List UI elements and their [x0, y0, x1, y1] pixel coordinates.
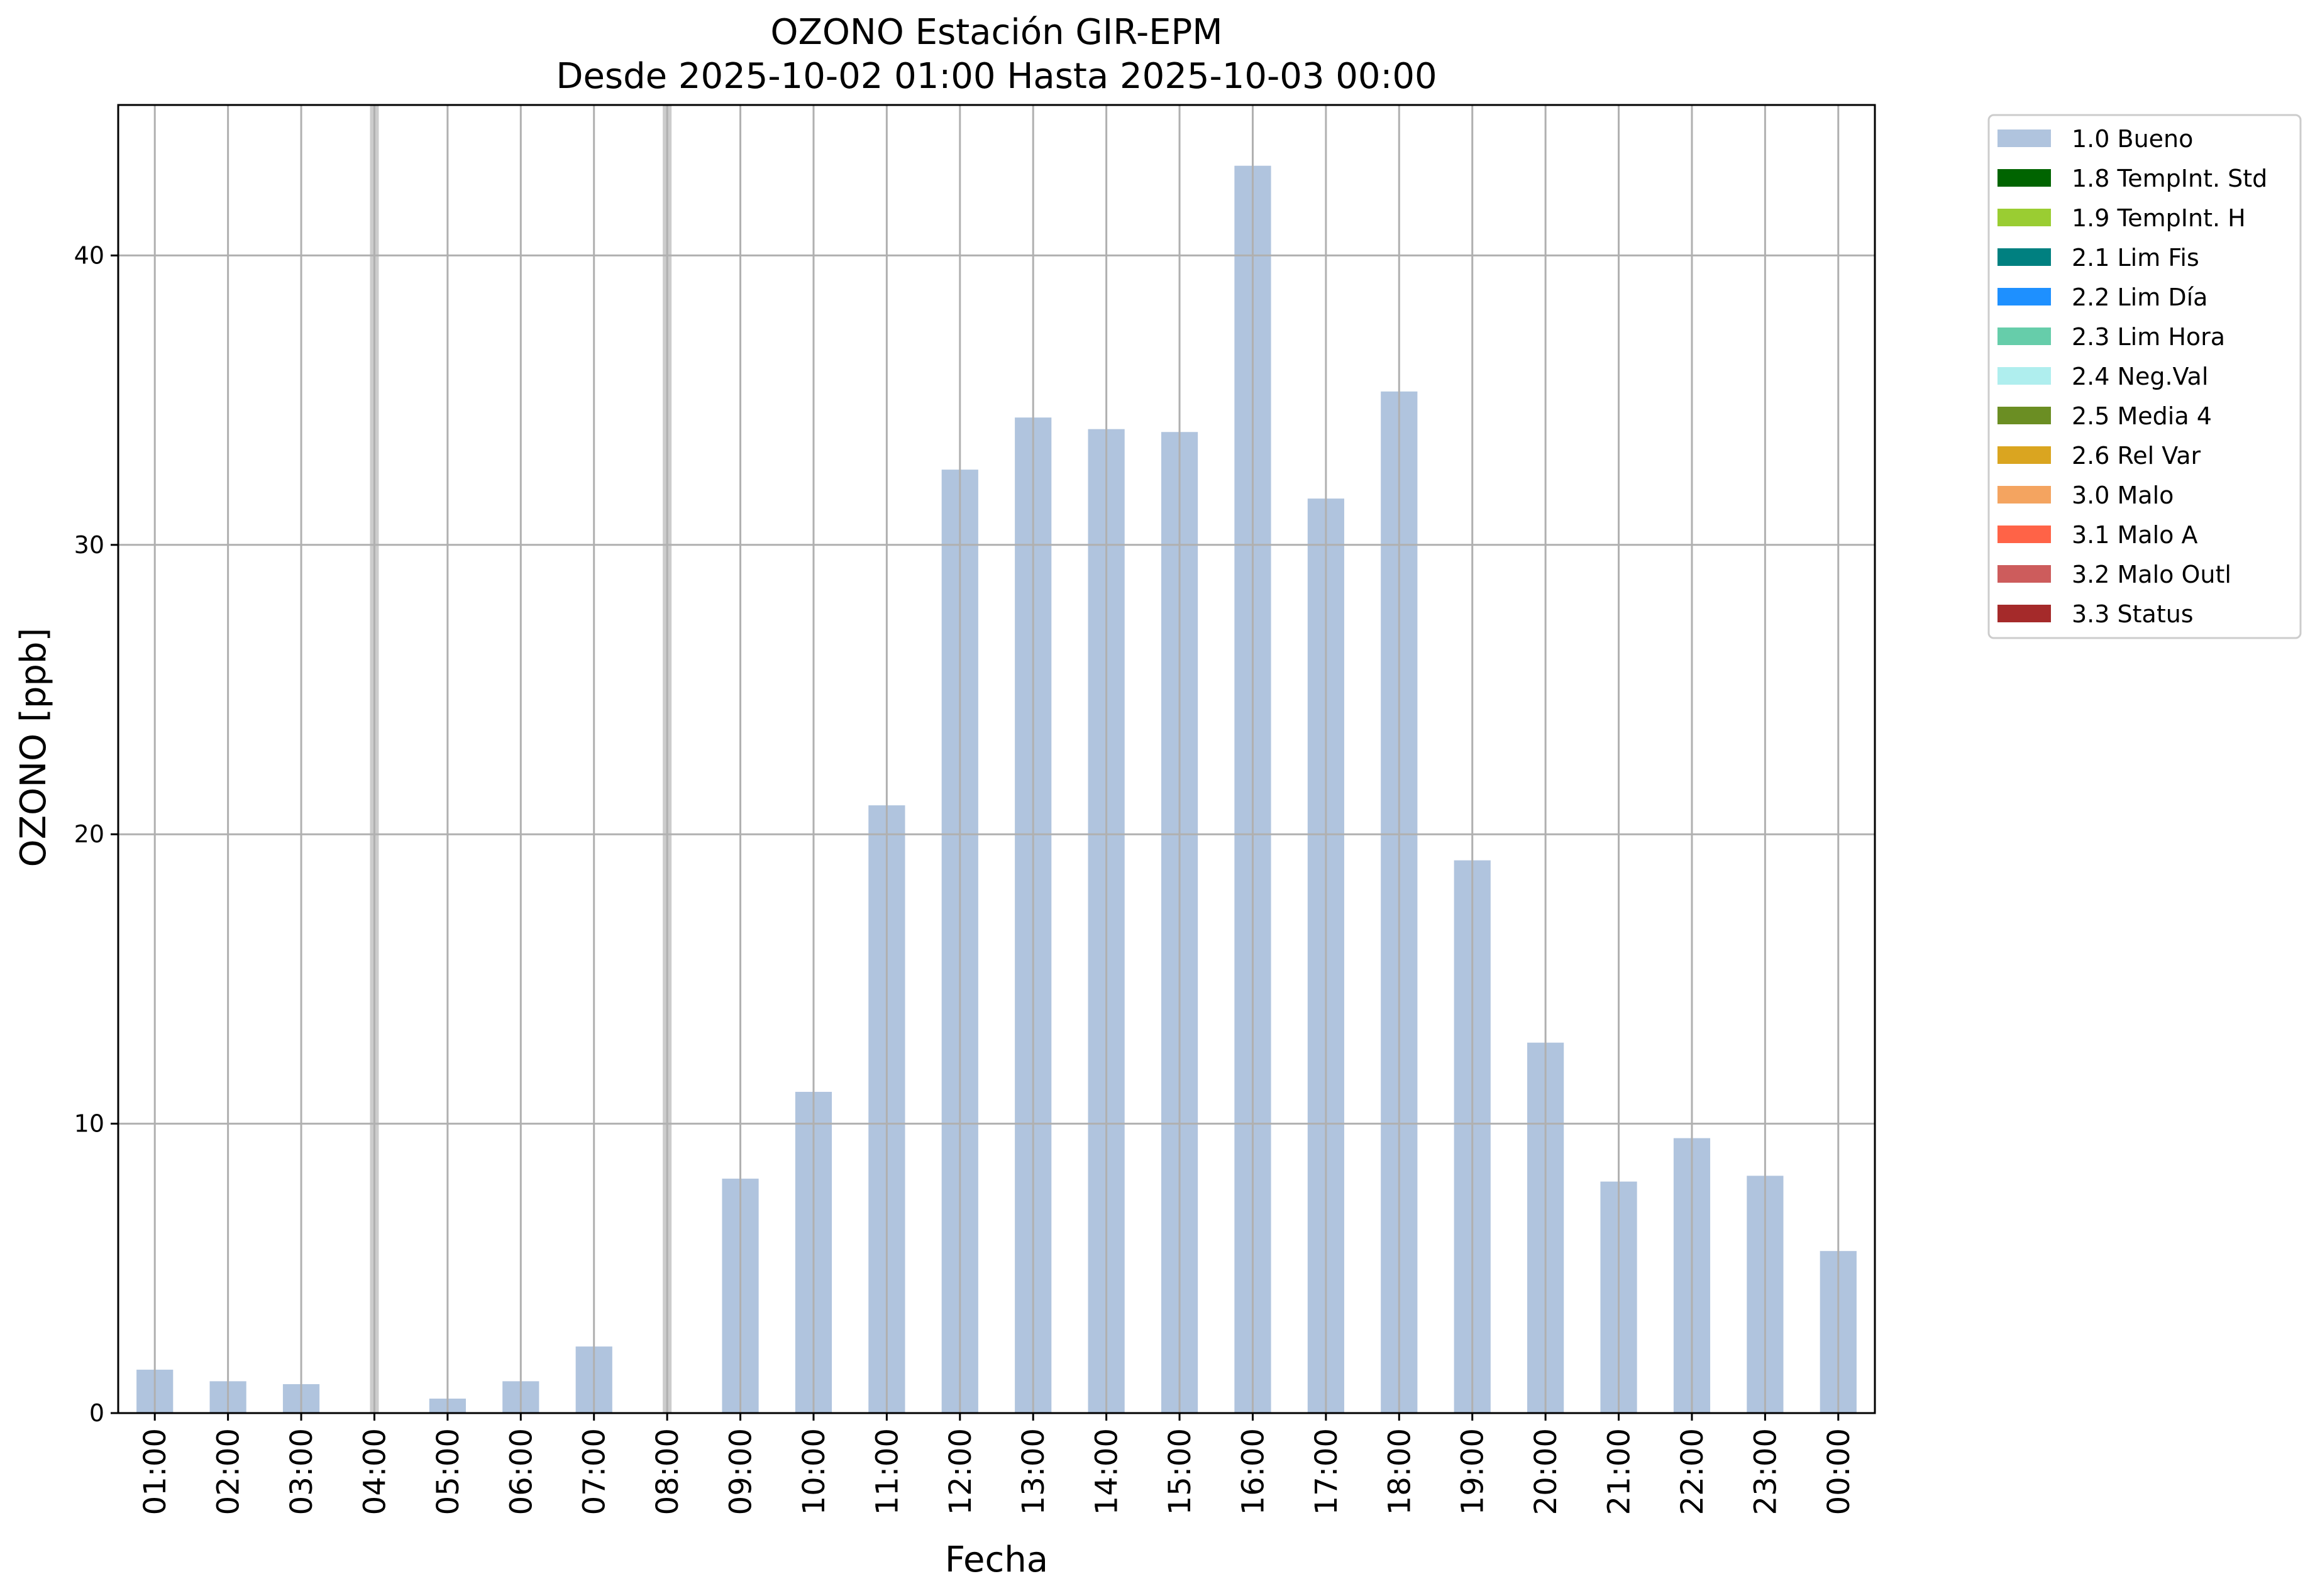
legend-frame: [1987, 114, 2302, 639]
x-tick-label: 22:00: [1675, 1428, 1710, 1515]
x-tick-label: 12:00: [943, 1428, 978, 1515]
legend-swatch: [1997, 407, 2051, 424]
x-tick-label: 14:00: [1090, 1428, 1125, 1515]
legend-label: 3.2 Malo Outl: [2072, 561, 2231, 588]
y-tick-label: 40: [74, 241, 104, 269]
legend-swatch: [1997, 209, 2051, 226]
legend-swatch: [1997, 526, 2051, 543]
y-tick-label: 0: [89, 1399, 104, 1427]
legend-label: 2.2 Lim Día: [2072, 283, 2207, 311]
x-tick-label: 07:00: [577, 1428, 612, 1515]
x-tick-label: 13:00: [1016, 1428, 1051, 1515]
legend: 1.0 Bueno 1.8 TempInt. Std 1.9 TempInt. H 2…: [1987, 114, 2302, 639]
x-axis-ticks: 01:00 02:00 03:00 04:00 05:00 06:00 07:00 08:00…: [138, 1413, 1857, 1515]
x-tick-label: 00:00: [1821, 1428, 1857, 1515]
x-tick-label: 05:00: [431, 1428, 466, 1515]
legend-label: 1.0 Bueno: [2072, 125, 2193, 153]
y-tick-label: 30: [74, 531, 104, 559]
x-tick-label: 06:00: [504, 1428, 539, 1515]
legend-swatch: [1997, 327, 2051, 345]
x-tick-label: 15:00: [1163, 1428, 1198, 1515]
bars: [136, 165, 1857, 1414]
legend-swatch: [1997, 288, 2051, 305]
y-tick-label: 10: [74, 1110, 104, 1138]
y-axis-label: OZONO [ppb]: [13, 628, 54, 867]
legend-label: 3.1 Malo A: [2072, 521, 2197, 549]
legend-label: 3.0 Malo: [2072, 482, 2174, 509]
x-tick-label: 10:00: [797, 1428, 832, 1515]
x-tick-label: 17:00: [1309, 1428, 1344, 1515]
chart-title: OZONO Estación GIR-EPM: [770, 12, 1222, 53]
x-tick-label: 18:00: [1382, 1428, 1417, 1515]
x-tick-label: 04:00: [357, 1428, 392, 1515]
legend-label: 3.3 Status: [2072, 600, 2194, 628]
legend-swatch: [1997, 605, 2051, 622]
legend-label: 2.6 Rel Var: [2072, 442, 2201, 470]
x-tick-label: 19:00: [1456, 1428, 1491, 1515]
x-tick-label: 03:00: [284, 1428, 319, 1515]
legend-label: 2.4 Neg.Val: [2072, 363, 2208, 390]
x-tick-label: 23:00: [1748, 1428, 1783, 1515]
x-tick-label: 20:00: [1528, 1428, 1564, 1515]
x-tick-label: 16:00: [1235, 1428, 1271, 1515]
y-tick-label: 20: [74, 820, 104, 848]
y-axis-ticks: 0 10 20 30 40: [74, 241, 118, 1427]
legend-swatch: [1997, 367, 2051, 385]
x-tick-label: 11:00: [870, 1428, 905, 1515]
x-tick-label: 21:00: [1602, 1428, 1637, 1515]
gridlines: [118, 105, 1875, 1413]
legend-swatch: [1997, 169, 2051, 187]
legend-label: 1.9 TempInt. H: [2072, 204, 2246, 232]
legend-label: 2.5 Media 4: [2072, 402, 2212, 430]
chart-subtitle: Desde 2025-10-02 01:00 Hasta 2025-10-03 …: [556, 56, 1437, 97]
plot-frame: [117, 104, 1876, 1414]
legend-swatch: [1997, 446, 2051, 464]
x-tick-label: 02:00: [211, 1428, 246, 1515]
x-axis-label: Fecha: [945, 1539, 1048, 1580]
legend-label: 1.8 TempInt. Std: [2072, 165, 2267, 192]
legend-swatch: [1997, 129, 2051, 147]
legend-swatch: [1997, 248, 2051, 266]
legend-label: 2.1 Lim Fis: [2072, 244, 2199, 272]
x-tick-label: 08:00: [650, 1428, 685, 1515]
legend-swatch: [1997, 486, 2051, 504]
legend-swatch: [1997, 565, 2051, 583]
x-tick-label: 01:00: [138, 1428, 173, 1515]
x-tick-label: 09:00: [724, 1428, 759, 1515]
legend-label: 2.3 Lim Hora: [2072, 323, 2225, 351]
